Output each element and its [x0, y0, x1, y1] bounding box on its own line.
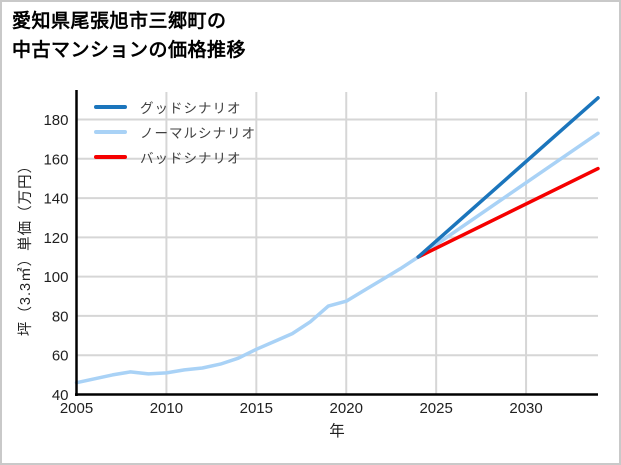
chart-title-line1: 愛知県尾張旭市三郷町の: [12, 11, 227, 32]
y-tick-label: 80: [52, 308, 69, 325]
x-tick-label: 2030: [509, 400, 542, 417]
series-line: [416, 166, 600, 259]
x-tick-label: 2010: [150, 400, 183, 417]
y-tick-label: 120: [43, 230, 68, 247]
bad-scenario-line-swatch: [94, 154, 127, 159]
chart-title-line2: 中古マンションの価格推移: [12, 39, 247, 61]
legend-label-bad-scenario: バッドシナリオ: [140, 150, 242, 166]
x-tick-label: 2020: [330, 400, 363, 417]
y-tick-label: 160: [43, 151, 68, 168]
x-tick-label: 2015: [240, 400, 273, 417]
y-tick-label: 140: [43, 191, 68, 208]
y-tick-label: 40: [52, 387, 69, 404]
x-axis-title: 年: [329, 423, 345, 440]
good-scenario-line-swatch: [94, 104, 127, 109]
legend-label-normal-scenario: ノーマルシナリオ: [140, 125, 256, 141]
legend: グッドシナリオ ノーマルシナリオ バッドシナリオ: [94, 94, 256, 169]
x-tick-label: 2025: [419, 400, 452, 417]
y-tick-label: 100: [43, 269, 68, 286]
legend-item-bad-scenario: バッドシナリオ: [94, 144, 256, 169]
x-tick-label: 2005: [60, 400, 93, 417]
y-tick-label: 180: [43, 112, 68, 129]
y-tick-label: 60: [52, 348, 69, 365]
legend-item-good-scenario: グッドシナリオ: [94, 94, 256, 119]
legend-label-good-scenario: グッドシナリオ: [140, 100, 242, 116]
chart-title: 愛知県尾張旭市三郷町の 中古マンションの価格推移: [12, 8, 246, 65]
series-line: [416, 96, 600, 259]
normal-scenario-line-swatch: [94, 129, 127, 134]
legend-item-normal-scenario: ノーマルシナリオ: [94, 119, 256, 144]
y-axis-title: 坪（3.3㎡）単価（万円）: [18, 157, 34, 337]
series-line: [74, 131, 600, 385]
